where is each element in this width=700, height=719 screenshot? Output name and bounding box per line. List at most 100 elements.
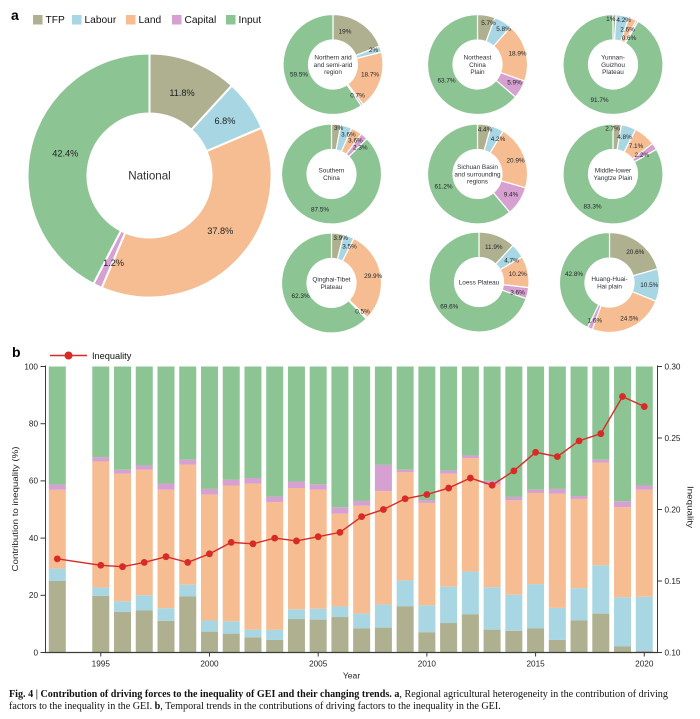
svg-text:and surrounding: and surrounding <box>454 171 501 178</box>
svg-text:2.3%: 2.3% <box>353 145 368 152</box>
svg-text:5.7%: 5.7% <box>481 20 496 27</box>
svg-text:3.6%: 3.6% <box>348 138 363 145</box>
svg-text:2020: 2020 <box>635 660 654 669</box>
svg-text:Contribution to inequality (%): Contribution to inequality (%) <box>10 446 20 571</box>
svg-text:2005: 2005 <box>309 660 328 669</box>
svg-text:4.4%: 4.4% <box>478 127 493 134</box>
svg-text:20.9%: 20.9% <box>506 158 524 165</box>
svg-text:59.5%: 59.5% <box>290 72 308 79</box>
svg-text:9.4%: 9.4% <box>504 191 519 198</box>
svg-text:TFP: TFP <box>46 15 65 26</box>
svg-text:4.2%: 4.2% <box>491 136 506 143</box>
svg-text:18.7%: 18.7% <box>361 72 379 79</box>
svg-text:0.25: 0.25 <box>665 434 681 443</box>
svg-text:37.8%: 37.8% <box>207 226 233 236</box>
svg-text:63.7%: 63.7% <box>437 78 455 85</box>
svg-text:2.7%: 2.7% <box>605 125 620 132</box>
svg-text:Plain: Plain <box>470 69 485 76</box>
svg-text:10.2%: 10.2% <box>509 271 527 278</box>
svg-text:China: China <box>323 175 340 182</box>
svg-text:7.1%: 7.1% <box>629 143 644 150</box>
svg-text:0.30: 0.30 <box>665 362 681 371</box>
svg-text:11.9%: 11.9% <box>485 244 503 251</box>
svg-text:0.7%: 0.7% <box>350 93 365 100</box>
svg-text:5.9%: 5.9% <box>507 80 522 87</box>
svg-text:87.5%: 87.5% <box>311 206 329 213</box>
svg-text:2%: 2% <box>369 47 379 54</box>
svg-text:Sichuan Basin: Sichuan Basin <box>457 164 498 171</box>
svg-text:3.6%: 3.6% <box>341 131 356 138</box>
svg-text:Input: Input <box>239 15 262 26</box>
svg-text:b: b <box>12 344 21 360</box>
svg-text:Inequality: Inequality <box>92 351 132 361</box>
svg-text:2000: 2000 <box>200 660 219 669</box>
svg-text:3%: 3% <box>334 125 344 132</box>
svg-text:60: 60 <box>29 477 39 486</box>
svg-text:Capital: Capital <box>185 15 217 26</box>
svg-text:62.3%: 62.3% <box>292 293 310 300</box>
svg-text:2.6%: 2.6% <box>620 26 635 33</box>
svg-text:Northeast: Northeast <box>464 55 492 62</box>
svg-text:Labour: Labour <box>85 15 117 26</box>
svg-text:11.8%: 11.8% <box>169 88 194 98</box>
svg-text:1%: 1% <box>606 16 616 23</box>
svg-text:61.2%: 61.2% <box>434 183 452 190</box>
svg-text:Northern arid: Northern arid <box>314 55 352 62</box>
svg-text:10.5%: 10.5% <box>640 282 658 289</box>
svg-text:5.8%: 5.8% <box>496 26 511 33</box>
svg-text:2.2%: 2.2% <box>635 152 650 159</box>
svg-text:4.2%: 4.2% <box>616 17 631 24</box>
svg-text:Plateau: Plateau <box>602 69 624 76</box>
svg-text:1.2%: 1.2% <box>103 258 124 268</box>
svg-text:Guizhou: Guizhou <box>601 62 625 69</box>
svg-text:China: China <box>469 62 486 69</box>
svg-text:2015: 2015 <box>526 660 545 669</box>
svg-text:6.8%: 6.8% <box>215 116 236 126</box>
svg-text:Middle-lower: Middle-lower <box>595 168 632 175</box>
svg-text:Huang-Huai-: Huang-Huai- <box>591 276 627 283</box>
svg-text:0.5%: 0.5% <box>355 309 370 316</box>
svg-text:Loess Plateau: Loess Plateau <box>459 279 500 286</box>
svg-text:Yangtze Plain: Yangtze Plain <box>594 175 633 182</box>
svg-text:Hai plain: Hai plain <box>597 284 622 291</box>
svg-text:1.6%: 1.6% <box>588 318 603 325</box>
svg-text:40: 40 <box>29 534 39 543</box>
svg-text:3.9%: 3.9% <box>333 235 348 242</box>
svg-text:83.3%: 83.3% <box>583 203 601 210</box>
svg-text:Land: Land <box>139 15 162 26</box>
svg-text:29.9%: 29.9% <box>364 273 382 280</box>
svg-text:91.7%: 91.7% <box>590 97 608 104</box>
svg-text:and semi-arid: and semi-arid <box>314 62 353 69</box>
svg-text:a: a <box>11 7 19 23</box>
svg-text:region: region <box>324 69 342 76</box>
svg-text:42.8%: 42.8% <box>565 271 583 278</box>
svg-text:Qinghai-Tibet: Qinghai-Tibet <box>312 277 350 284</box>
svg-text:0.10: 0.10 <box>665 648 681 657</box>
svg-text:20: 20 <box>29 591 39 600</box>
svg-text:0.15: 0.15 <box>665 577 681 586</box>
svg-text:0.20: 0.20 <box>665 505 681 514</box>
svg-text:42.4%: 42.4% <box>52 148 78 158</box>
svg-text:18.9%: 18.9% <box>508 51 526 58</box>
svg-text:69.6%: 69.6% <box>440 303 458 310</box>
svg-text:24.5%: 24.5% <box>620 315 638 322</box>
svg-text:Year: Year <box>343 671 361 681</box>
svg-text:Yunnan-: Yunnan- <box>601 55 625 62</box>
svg-text:100: 100 <box>24 362 38 371</box>
svg-text:National: National <box>128 170 171 183</box>
svg-text:19%: 19% <box>339 29 352 36</box>
svg-text:regions: regions <box>467 179 488 186</box>
svg-text:3.6%: 3.6% <box>510 289 525 296</box>
svg-text:Inequality: Inequality <box>686 486 696 529</box>
svg-text:4.7%: 4.7% <box>504 257 519 264</box>
svg-text:80: 80 <box>29 420 39 429</box>
svg-text:0.6%: 0.6% <box>622 35 637 42</box>
svg-text:3.5%: 3.5% <box>342 244 357 251</box>
svg-text:Southern: Southern <box>319 168 345 175</box>
svg-text:2010: 2010 <box>418 660 437 669</box>
svg-text:Plateau: Plateau <box>321 284 343 291</box>
svg-text:4.8%: 4.8% <box>617 134 632 141</box>
svg-text:0: 0 <box>33 648 38 657</box>
svg-text:1995: 1995 <box>92 660 111 669</box>
svg-text:20.6%: 20.6% <box>626 249 644 256</box>
